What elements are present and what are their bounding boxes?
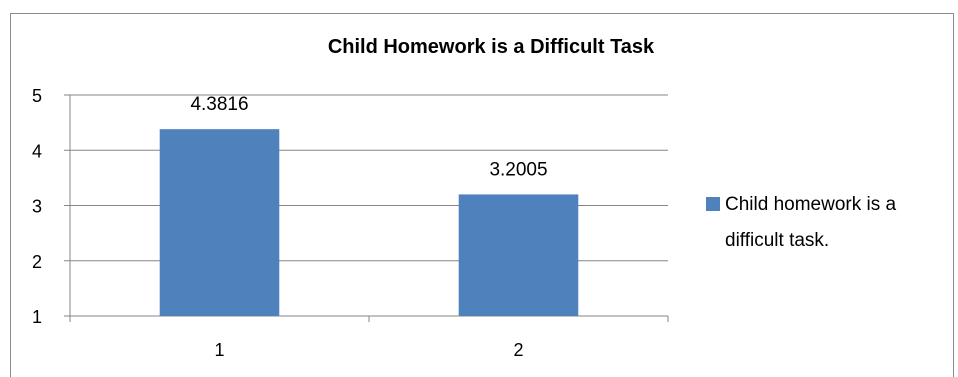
- chart-title: Child Homework is a Difficult Task: [328, 36, 655, 58]
- y-tick-label-3: 3: [32, 197, 42, 217]
- data-label-1: 4.3816: [190, 94, 248, 115]
- legend-label-line-2: difficult task.: [725, 230, 829, 251]
- x-tick-label-1: 1: [214, 340, 224, 360]
- y-tick-label-5: 5: [32, 86, 42, 106]
- y-tick-label-2: 2: [32, 252, 42, 272]
- legend-swatch: [706, 197, 720, 211]
- y-tick-label-4: 4: [32, 141, 42, 161]
- bars: [159, 129, 579, 316]
- legend: Child homework is a difficult task.: [706, 194, 896, 251]
- bar-2: [458, 194, 579, 316]
- x-tick-label-2: 2: [513, 340, 523, 360]
- data-label-2: 3.2005: [489, 159, 547, 180]
- y-tick-label-1: 1: [32, 307, 42, 327]
- legend-label-line-1: Child homework is a: [725, 194, 896, 215]
- bar-1: [159, 129, 280, 316]
- data-labels: 4.3816 3.2005: [190, 94, 547, 180]
